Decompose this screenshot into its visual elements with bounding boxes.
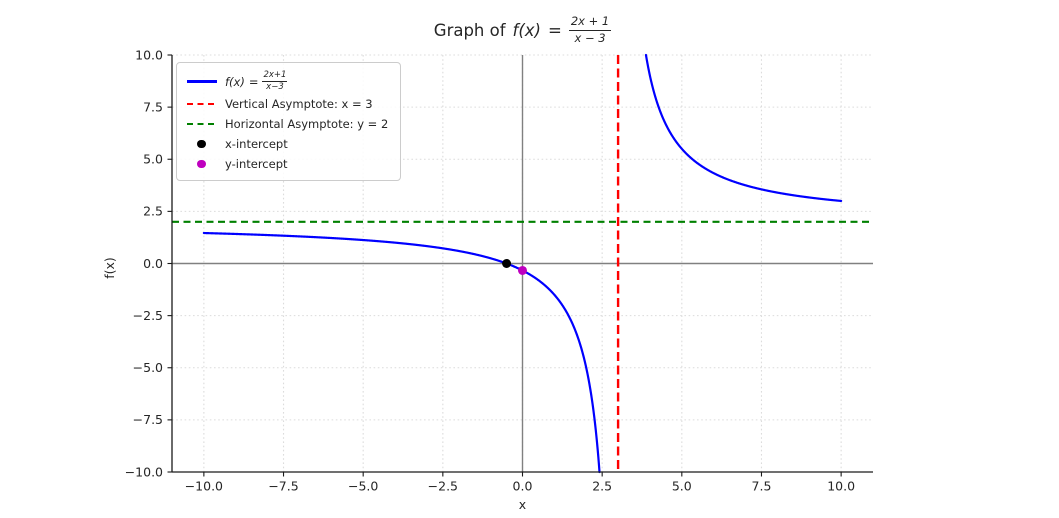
y-axis-label: f(x) <box>101 257 117 279</box>
legend-vertical-asymptote-label: Vertical Asymptote: x = 3 <box>225 97 373 111</box>
legend-x-intercept-label: x-intercept <box>225 137 288 151</box>
x-tick-label: −5.0 <box>348 479 378 494</box>
legend-horizontal-asymptote-label: Horizontal Asymptote: y = 2 <box>225 117 389 131</box>
legend-item-vertical-asymptote: Vertical Asymptote: x = 3 <box>186 94 388 114</box>
function-line-swatch <box>186 80 217 83</box>
x-tick-label: −7.5 <box>268 479 298 494</box>
x-tick-label: −10.0 <box>185 479 223 494</box>
title-fraction: 2x + 1 x − 3 <box>568 15 612 45</box>
horizontal-asymptote-swatch <box>186 122 217 126</box>
legend-function-fx: f(x) <box>225 74 245 89</box>
x-tick-label: −2.5 <box>428 479 458 494</box>
function-curve <box>644 53 843 203</box>
y-tick-label: 7.5 <box>143 99 163 114</box>
y-tick-label: 10.0 <box>135 47 163 62</box>
y-intercept-dot-icon <box>186 159 217 169</box>
x-intercept-point <box>502 259 512 268</box>
title-fraction-numerator: 2x + 1 <box>568 15 612 31</box>
y-tick-label: 2.5 <box>143 204 163 219</box>
title-fraction-denominator: x − 3 <box>574 30 606 45</box>
x-tick-label: 10.0 <box>827 479 855 494</box>
y-tick-label: −7.5 <box>133 412 163 427</box>
legend-function-equals: = <box>248 74 259 89</box>
x-tick-label: 5.0 <box>672 479 692 494</box>
vertical-asymptote-swatch <box>186 102 217 106</box>
y-tick-label: −5.0 <box>133 360 163 375</box>
x-tick-label: 2.5 <box>592 479 612 494</box>
x-tick-label: 7.5 <box>752 479 772 494</box>
title-prefix: Graph of <box>433 20 506 40</box>
legend-y-intercept-label: y-intercept <box>225 157 288 171</box>
legend-item-x-intercept: x-intercept <box>186 134 388 154</box>
legend-item-y-intercept: y-intercept <box>186 154 388 174</box>
chart-title: Graph of f(x) = 2x + 1 x − 3 <box>172 8 873 52</box>
y-tick-label: 5.0 <box>143 152 163 167</box>
y-tick-label: 0.0 <box>143 256 163 271</box>
y-intercept-point <box>518 265 527 275</box>
x-intercept-dot-icon <box>186 139 217 149</box>
x-axis-label: x <box>518 497 527 512</box>
legend-item-horizontal-asymptote: Horizontal Asymptote: y = 2 <box>186 114 388 134</box>
legend: f(x) = 2x+1 x−3 Vertical Asymptote: x = … <box>176 62 402 181</box>
legend-item-function: f(x) = 2x+1 x−3 <box>186 69 388 94</box>
function-curve <box>202 231 601 474</box>
title-fx: f(x) <box>512 20 541 40</box>
x-tick-label: 0.0 <box>513 479 533 494</box>
y-tick-label: −2.5 <box>133 308 163 323</box>
y-tick-label: −10.0 <box>125 464 163 479</box>
title-equals: = <box>548 20 562 40</box>
legend-function-fraction: 2x+1 x−3 <box>262 70 288 92</box>
